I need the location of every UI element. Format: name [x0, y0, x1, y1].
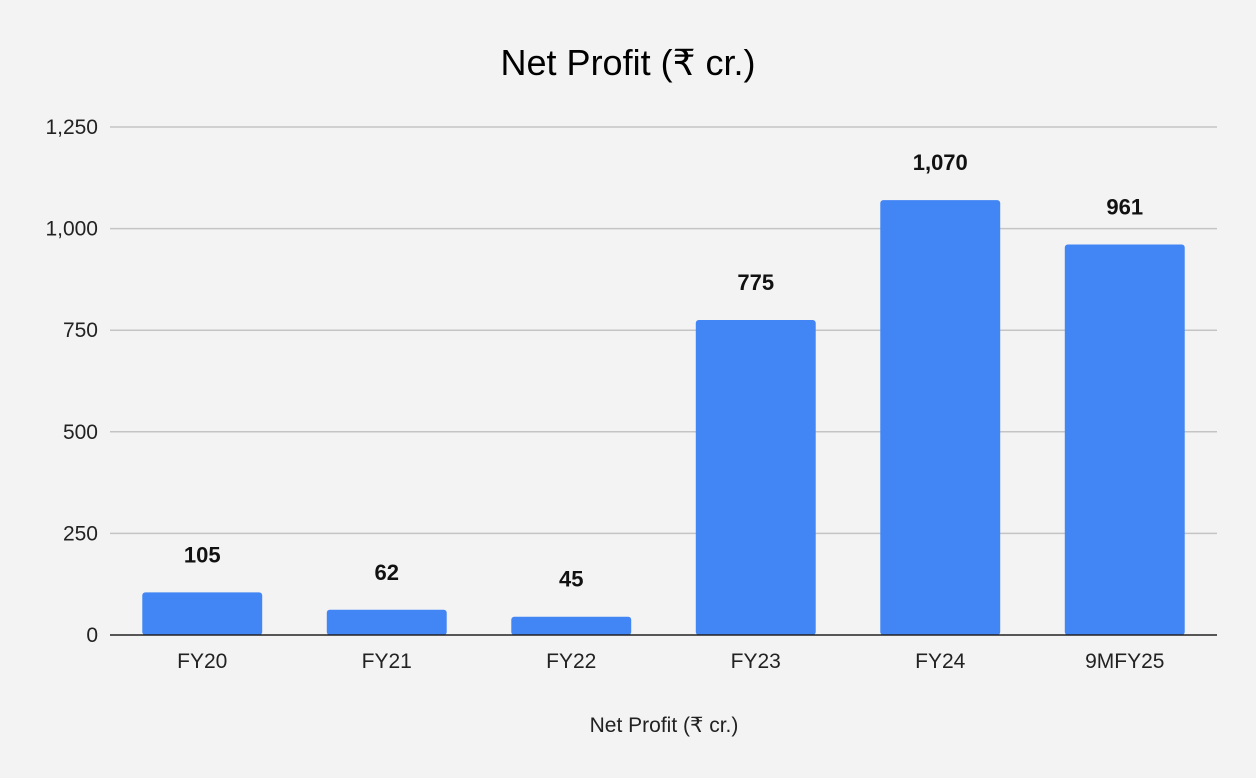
- data-label-fy23: 775: [737, 270, 774, 295]
- data-label-fy22: 45: [559, 567, 583, 592]
- data-label-fy20: 105: [184, 542, 221, 567]
- y-tick-label: 750: [63, 319, 98, 342]
- category-label-9mfy25: 9MFY25: [1085, 650, 1164, 673]
- category-label-fy20: FY20: [177, 650, 227, 673]
- y-tick-label: 1,000: [45, 218, 98, 241]
- x-axis-category-labels: FY20 FY21 FY22 FY23 FY24 9MFY25: [177, 650, 1164, 673]
- bar-fy22: [511, 616, 632, 635]
- gridlines: [110, 126, 1217, 535]
- y-tick-label: 0: [86, 624, 98, 647]
- bar-fy20: [142, 592, 263, 635]
- y-tick-label: 250: [63, 522, 98, 545]
- bar-fy21: [326, 609, 447, 635]
- bar-fy24: [880, 200, 1001, 636]
- y-tick-label: 1,250: [45, 116, 98, 139]
- y-axis-tick-labels: 0 250 500 750 1,000 1,250: [45, 116, 98, 647]
- bar-9mfy25: [1064, 244, 1185, 636]
- chart-title: Net Profit (₹ cr.): [501, 42, 756, 83]
- data-labels: 105 62 45 775 1,070 961: [184, 150, 1143, 592]
- bar-fy23: [695, 320, 816, 635]
- x-axis-label: Net Profit (₹ cr.): [590, 714, 739, 737]
- category-label-fy22: FY22: [546, 650, 596, 673]
- category-label-fy21: FY21: [362, 650, 412, 673]
- y-tick-label: 500: [63, 421, 98, 444]
- data-label-fy24: 1,070: [913, 150, 968, 175]
- bars: [142, 200, 1185, 636]
- category-label-fy23: FY23: [731, 650, 781, 673]
- data-label-9mfy25: 961: [1106, 194, 1143, 219]
- data-label-fy21: 62: [375, 560, 399, 585]
- category-label-fy24: FY24: [915, 650, 966, 673]
